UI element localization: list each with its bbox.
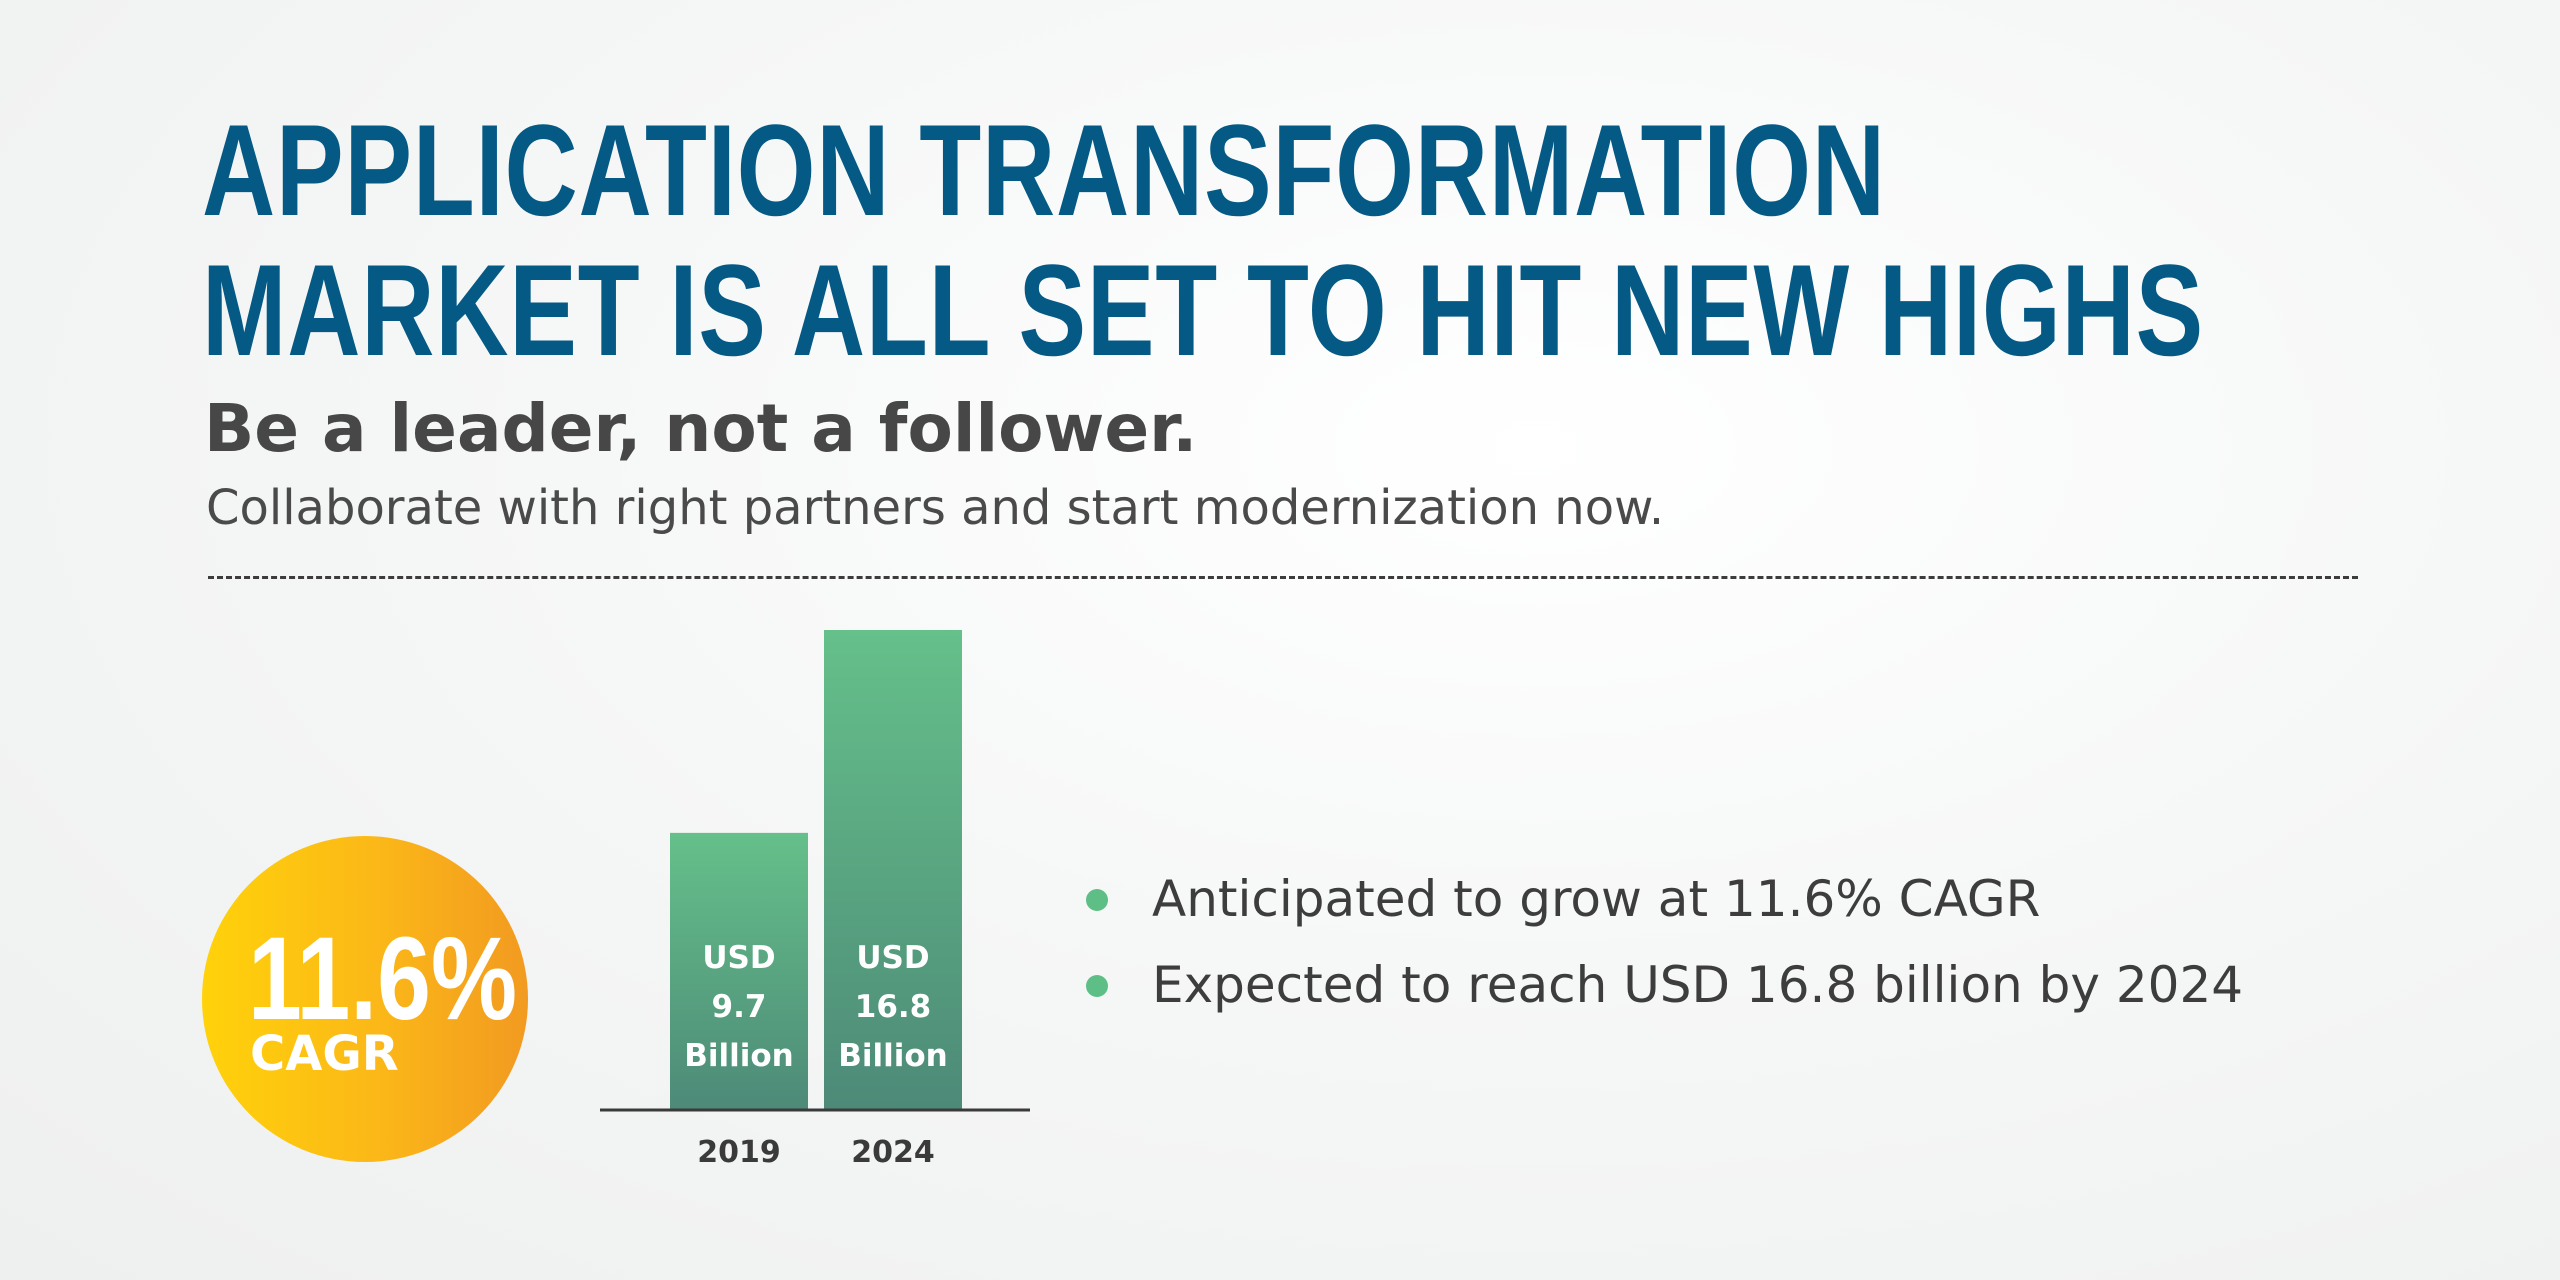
bar-2019 — [670, 832, 808, 1110]
bar-data-label: 9.7 — [712, 989, 767, 1025]
bullet-text: Expected to reach USD 16.8 billion by 20… — [1152, 956, 2244, 1014]
x-tick-label: 2019 — [697, 1135, 781, 1170]
bar-data-label: USD — [702, 940, 775, 976]
bullet-item: Expected to reach USD 16.8 billion by 20… — [1082, 950, 2243, 1036]
bullet-list: Anticipated to grow at 11.6% CAGR Expect… — [1082, 864, 2243, 1036]
headline-line-1: APPLICATION TRANSFORMATION — [202, 97, 1886, 243]
bullet-dot-icon — [1086, 975, 1108, 997]
tagline: Be a leader, not a follower. — [204, 390, 1198, 467]
dashed-divider — [208, 576, 2358, 579]
bar-data-label: USD — [856, 940, 929, 976]
bullet-text: Anticipated to grow at 11.6% CAGR — [1152, 870, 2041, 928]
bar-data-label: Billion — [684, 1038, 794, 1074]
cagr-value: 11.6% — [248, 913, 518, 1045]
cagr-label: CAGR — [250, 1026, 399, 1082]
x-tick-label: 2024 — [851, 1135, 935, 1170]
bar-2024 — [824, 630, 962, 1110]
cagr-badge: 11.6% CAGR — [202, 836, 528, 1162]
bar-data-label: 16.8 — [855, 989, 932, 1025]
subtext: Collaborate with right partners and star… — [206, 480, 1665, 536]
bullet-item: Anticipated to grow at 11.6% CAGR — [1082, 864, 2243, 950]
headline-line-2: MARKET IS ALL SET TO HIT NEW HIGHS — [202, 237, 2204, 383]
bullet-dot-icon — [1086, 889, 1108, 911]
bar-data-label: Billion — [838, 1038, 948, 1074]
headline: APPLICATION TRANSFORMATION MARKET IS ALL… — [202, 100, 2204, 380]
